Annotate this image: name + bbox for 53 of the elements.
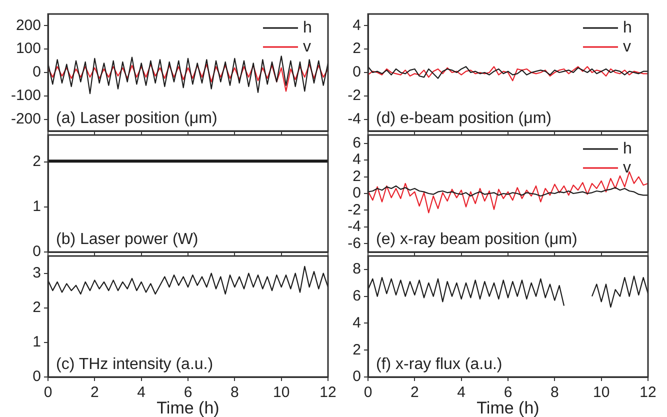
x-tick-label: 10 — [272, 384, 290, 402]
y-tick-label: -2 — [348, 87, 361, 104]
y-tick-label: 3 — [32, 264, 41, 282]
y-tick-label: 0 — [32, 243, 41, 260]
y-tick-label: 2 — [32, 153, 41, 170]
y-tick-label: -4 — [348, 110, 361, 128]
annotation: (e) x-ray beam position (μm) — [376, 231, 578, 248]
y-tick-label: 100 — [16, 40, 41, 58]
x-tick-label: 4 — [137, 384, 146, 402]
legend-label: v — [303, 38, 311, 56]
y-tick-label: 8 — [352, 260, 361, 278]
y-tick-label: 4 — [352, 16, 361, 34]
y-tick-label: 0 — [352, 368, 361, 386]
annotation: (a) Laser position (μm) — [56, 110, 218, 127]
y-tick-label: -200 — [10, 110, 41, 128]
annotation: (f) x-ray flux (a.u.) — [376, 356, 502, 373]
y-tick-label: -100 — [10, 87, 41, 104]
y-tick-label: 2 — [352, 40, 361, 58]
annotation: (d) e-beam position (μm) — [376, 110, 552, 127]
x-tick-label: 2 — [90, 384, 99, 402]
x-tick-label: 10 — [592, 384, 610, 402]
legend-label: v — [623, 38, 631, 56]
x-tick-label: 12 — [320, 384, 336, 402]
y-tick-label: -2 — [348, 201, 361, 218]
annotation: (c) THz intensity (a.u.) — [56, 356, 214, 373]
y-tick-label: 200 — [16, 16, 41, 34]
y-tick-label: 0 — [32, 368, 41, 386]
y-tick-label: 2 — [352, 341, 361, 358]
x-tick-label: 8 — [230, 384, 239, 402]
y-tick-label: -6 — [348, 234, 361, 252]
y-tick-label: 6 — [352, 134, 361, 152]
legend-label: v — [623, 159, 631, 176]
x-tick-label: 8 — [550, 384, 559, 402]
y-tick-label: 0 — [352, 184, 361, 202]
x-tick-label: 2 — [410, 384, 419, 402]
legend-label: h — [623, 19, 632, 36]
x-tick-label: 12 — [640, 384, 656, 402]
y-tick-label: 2 — [32, 299, 41, 316]
x-tick-label: 4 — [457, 384, 466, 402]
legend-label: h — [623, 140, 632, 158]
x-tick-label: 0 — [44, 384, 52, 402]
y-tick-label: 6 — [352, 287, 361, 304]
x-tick-label: 0 — [364, 384, 372, 402]
y-tick-label: 4 — [352, 151, 361, 168]
y-tick-label: 1 — [32, 334, 41, 351]
y-tick-label: 4 — [352, 314, 361, 332]
y-tick-label: 0 — [32, 64, 41, 81]
y-tick-label: 1 — [32, 198, 41, 216]
y-tick-label: 0 — [352, 64, 361, 81]
annotation: (b) Laser power (W) — [56, 231, 198, 248]
y-tick-label: -4 — [348, 218, 361, 236]
y-tick-label: 2 — [352, 168, 361, 185]
legend-label: h — [303, 19, 312, 36]
